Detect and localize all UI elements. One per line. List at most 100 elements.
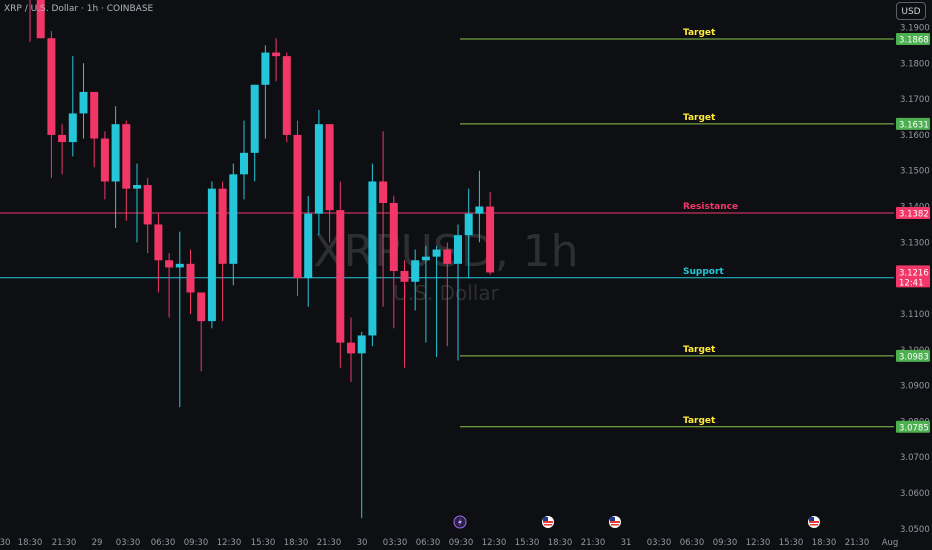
candle[interactable] — [90, 91, 99, 168]
candle-body — [411, 260, 420, 282]
candle[interactable] — [47, 31, 56, 178]
y-tick-label: 3.1300 — [900, 238, 930, 248]
us-flag-icon[interactable] — [542, 516, 554, 528]
candle[interactable] — [154, 213, 163, 293]
candle[interactable] — [443, 242, 452, 347]
candle-body — [218, 188, 227, 264]
candle-body — [421, 256, 430, 261]
x-tick-label: 21:30 — [845, 538, 870, 548]
us-flag-icon[interactable] — [808, 516, 820, 528]
candle[interactable] — [165, 253, 174, 318]
candle[interactable] — [486, 192, 495, 275]
x-tick-label: 15:30 — [779, 538, 804, 548]
candle[interactable] — [175, 231, 184, 408]
candle[interactable] — [26, 0, 34, 42]
level-price-tag: 3.0983 — [896, 349, 930, 362]
y-tick-label: 3.1600 — [900, 131, 930, 141]
candle[interactable] — [347, 317, 355, 383]
candle[interactable] — [133, 163, 141, 243]
level-price-tag-bg — [896, 117, 930, 130]
y-tick-label: 3.0700 — [900, 453, 930, 463]
candle-body — [389, 202, 398, 271]
candle[interactable] — [218, 181, 227, 322]
x-tick-label: 21:30 — [581, 538, 606, 548]
candle[interactable] — [207, 181, 216, 329]
level-price-tag: 3.1382 — [896, 206, 930, 219]
x-tick-label: 30 — [0, 538, 10, 548]
candle[interactable] — [421, 245, 430, 343]
currency-button[interactable]: USD — [896, 2, 926, 20]
candle[interactable] — [282, 52, 291, 143]
lightning-icon[interactable] — [453, 515, 467, 529]
watermark-name: U.S. Dollar — [393, 281, 499, 305]
candle[interactable] — [293, 120, 302, 297]
candle[interactable] — [314, 109, 323, 236]
candle-body — [154, 224, 163, 261]
x-tick-label: 12:30 — [482, 538, 507, 548]
candle[interactable] — [250, 84, 259, 182]
candle-body — [186, 263, 195, 293]
last-price-tag-bg — [896, 265, 930, 288]
candle[interactable] — [36, 0, 45, 39]
candle[interactable] — [261, 45, 270, 139]
candle[interactable] — [79, 63, 88, 139]
x-tick-label: 21:30 — [52, 538, 77, 548]
candle-body — [475, 206, 484, 214]
candle[interactable] — [229, 163, 238, 286]
candle[interactable] — [240, 120, 248, 200]
candle[interactable] — [304, 195, 313, 307]
candle[interactable] — [454, 224, 462, 361]
level-price-tag-text: 3.0983 — [899, 352, 929, 362]
candle-body — [261, 52, 270, 85]
candle[interactable] — [325, 124, 334, 243]
candle[interactable] — [143, 177, 152, 254]
x-tick-label: 30 — [357, 538, 368, 548]
candle-body — [111, 124, 120, 182]
candle-body — [464, 213, 473, 236]
candle[interactable] — [475, 170, 484, 243]
x-tick-label: 09:30 — [713, 538, 738, 548]
candle[interactable] — [122, 120, 131, 221]
x-tick-label: 06:30 — [680, 538, 705, 548]
candle-body — [336, 210, 345, 343]
candle-body — [314, 124, 323, 214]
candle[interactable] — [272, 38, 281, 82]
candle-body — [197, 292, 206, 322]
candle[interactable] — [432, 245, 441, 357]
x-tick-label: 18:30 — [812, 538, 837, 548]
candle[interactable] — [336, 181, 345, 368]
candle[interactable] — [100, 131, 109, 200]
x-tick-label: 03:30 — [647, 538, 672, 548]
x-tick-label: 09:30 — [184, 538, 209, 548]
y-tick-label: 3.0500 — [900, 525, 930, 535]
y-tick-label: 3.1100 — [900, 310, 930, 320]
candle[interactable] — [197, 292, 206, 372]
us-flag-icon[interactable] — [609, 516, 621, 528]
candle[interactable] — [368, 163, 377, 347]
candle[interactable] — [411, 249, 420, 311]
candle[interactable] — [400, 260, 409, 368]
candle[interactable] — [389, 195, 398, 329]
candle[interactable] — [357, 331, 366, 519]
candle-body — [175, 263, 184, 268]
candle[interactable] — [379, 131, 388, 307]
x-tick-label: 21:30 — [317, 538, 342, 548]
candle[interactable] — [186, 249, 195, 314]
candle-body — [379, 181, 388, 203]
candle[interactable] — [68, 56, 77, 157]
candle[interactable] — [111, 106, 120, 229]
candle-body — [143, 185, 152, 225]
candle-body — [79, 91, 88, 114]
y-tick-label: 3.1900 — [900, 23, 930, 33]
level-label-resistance: Resistance — [683, 202, 738, 212]
candle-body — [368, 181, 377, 336]
x-tick-label: 06:30 — [151, 538, 176, 548]
candle-body — [229, 174, 238, 264]
candle-body — [250, 84, 259, 153]
candle-body — [207, 188, 216, 322]
candle[interactable] — [464, 188, 473, 279]
level-price-tag: 3.1631 — [896, 117, 930, 130]
candle[interactable] — [58, 124, 67, 175]
level-price-tag-bg — [896, 32, 930, 45]
